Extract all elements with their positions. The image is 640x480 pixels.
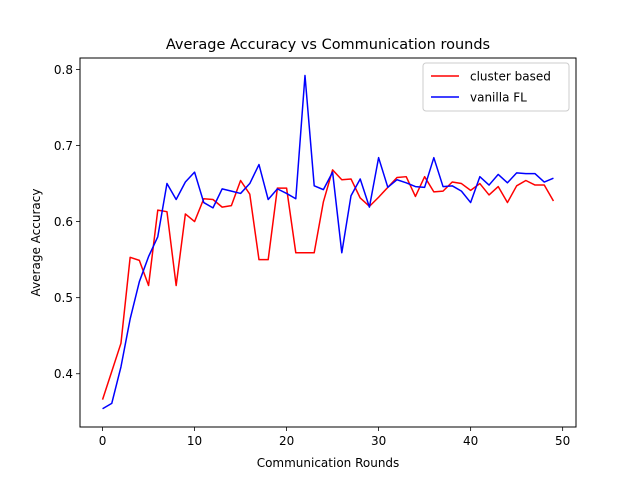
x-tick-label: 50 — [555, 434, 570, 448]
legend-label-cluster-based: cluster based — [470, 70, 551, 84]
x-axis-label: Communication Rounds — [257, 456, 400, 470]
y-tick-label: 0.4 — [54, 367, 73, 381]
series-layer — [101, 74, 555, 410]
y-tick-label: 0.7 — [54, 139, 73, 153]
legend-box — [422, 62, 570, 112]
x-tick-label: 10 — [187, 434, 202, 448]
x-tick-label: 30 — [371, 434, 386, 448]
x-tick-label: 0 — [99, 434, 107, 448]
chart-title: Average Accuracy vs Communication rounds — [166, 37, 490, 53]
legend: cluster based vanilla FL — [422, 62, 570, 112]
x-tick-label: 40 — [463, 434, 478, 448]
y-axis-label: Average Accuracy — [29, 189, 43, 297]
y-tick-label: 0.8 — [54, 63, 73, 77]
y-tick-label: 0.6 — [54, 215, 73, 229]
series-line-vanilla-fl — [102, 74, 554, 410]
y-tick-label: 0.5 — [54, 291, 73, 305]
y-axis-ticks: 0.4 0.5 0.6 0.7 0.8 — [54, 63, 80, 381]
axes-frame — [79, 57, 577, 428]
plot-area: 0 10 20 30 40 50 0.4 0.5 0.6 0.7 0.8 — [54, 57, 577, 448]
legend-label-vanilla-fl: vanilla FL — [470, 91, 527, 105]
x-axis-ticks: 0 10 20 30 40 50 — [99, 427, 570, 448]
x-tick-label: 20 — [279, 434, 294, 448]
series-line-cluster-based — [101, 169, 555, 400]
